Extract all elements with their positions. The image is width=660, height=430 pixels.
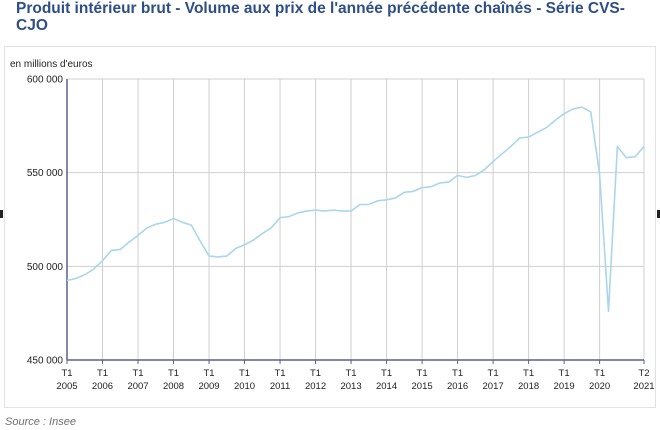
x-tick-quarter-label: T1: [97, 368, 108, 379]
x-tick-quarter-label: T1: [559, 368, 570, 379]
x-tick-quarter-label: T2: [638, 368, 649, 379]
x-tick-year-label: 2010: [234, 381, 255, 392]
x-tick-quarter-label: T1: [132, 368, 143, 379]
x-tick-quarter-label: T1: [381, 368, 392, 379]
x-tick-year-label: 2007: [127, 381, 148, 392]
x-tick-quarter-label: T1: [168, 368, 179, 379]
x-tick-year-label: 2015: [412, 381, 433, 392]
x-tick-quarter-label: T1: [274, 368, 285, 379]
x-tick-year-label: 2011: [270, 381, 290, 392]
y-tick-label: 600 000: [27, 75, 64, 86]
x-tick-quarter-label: T1: [594, 368, 605, 379]
x-tick-year-label: 2008: [163, 381, 184, 392]
x-tick-year-label: 2009: [198, 381, 219, 392]
x-tick-year-label: 2020: [589, 381, 610, 392]
y-tick-label: 550 000: [27, 168, 64, 179]
chart-container: [4, 46, 656, 408]
series-line-gdp: [66, 106, 645, 313]
x-tick-quarter-label: T1: [452, 368, 463, 379]
x-tick-year-label: 2005: [56, 381, 77, 392]
y-tick-label: 450 000: [27, 356, 64, 367]
x-tick-quarter-label: T1: [203, 368, 214, 379]
x-tick-quarter-label: T1: [417, 368, 428, 379]
x-tick-year-label: 2018: [518, 381, 539, 392]
x-tick-quarter-label: T1: [488, 368, 499, 379]
x-tick-quarter-label: T1: [239, 368, 250, 379]
source-note: Source : Insee: [5, 416, 76, 428]
chart-title: Produit intérieur brut - Volume aux prix…: [16, 0, 625, 34]
x-tick-year-label: 2019: [554, 381, 575, 392]
x-tick-year-label: 2006: [92, 381, 113, 392]
y-axis-ticks: 450 000 500 000 550 000 600 000: [27, 75, 64, 367]
x-tick-quarter-label: T1: [346, 368, 357, 379]
x-tick-quarter-label: T1: [310, 368, 321, 379]
x-tick-year-label: 2014: [376, 381, 397, 392]
x-tick-quarter-label: T1: [61, 368, 72, 379]
grid-lines: [67, 78, 645, 361]
x-tick-year-label: 2021: [633, 381, 654, 392]
x-tick-quarter-label: T1: [523, 368, 534, 379]
x-axis-ticks: T1 2005 T1 2006 T1 2007 T1 2008 T1 2009 T1 2010 T1 20…: [56, 360, 655, 392]
x-tick-year-label: 2017: [483, 381, 504, 392]
unit-label: en millions d'euros: [10, 59, 93, 70]
left-edge-marker: [0, 210, 3, 218]
x-tick-year-label: 2013: [340, 381, 361, 392]
right-edge-marker: [657, 210, 660, 218]
y-tick-label: 500 000: [27, 262, 64, 273]
x-tick-year-label: 2016: [447, 381, 468, 392]
x-tick-year-label: 2012: [305, 381, 326, 392]
